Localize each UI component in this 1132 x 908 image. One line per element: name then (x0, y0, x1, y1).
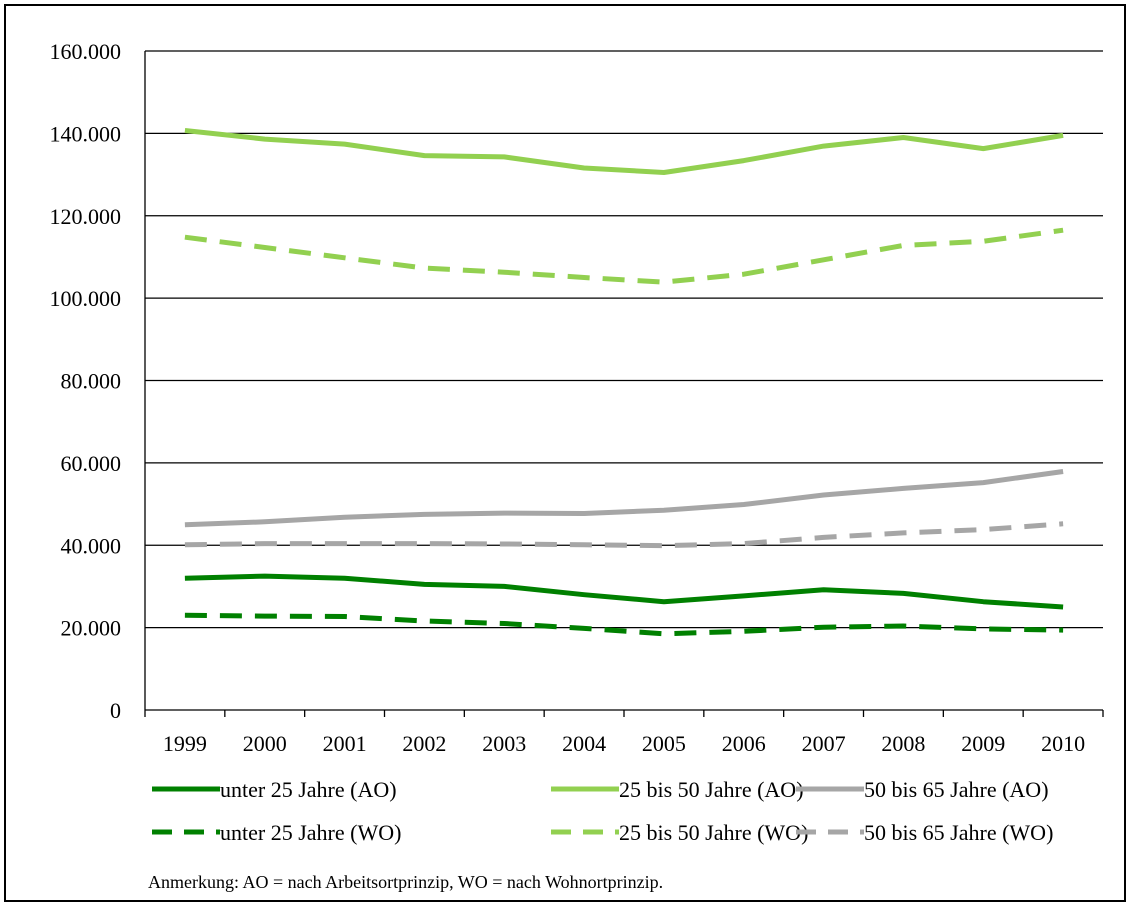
y-tick-label: 140.000 (50, 121, 122, 146)
y-tick-label: 60.000 (61, 451, 122, 476)
legend: unter 25 Jahre (AO) 25 bis 50 Jahre (AO) 5… (152, 777, 1053, 845)
x-tick-label: 2009 (961, 731, 1005, 756)
legend-label: 50 bis 65 Jahre (WO) (864, 820, 1053, 845)
y-tick-label: 120.000 (50, 204, 122, 229)
x-tick-label: 1999 (163, 731, 207, 756)
series-line (184, 469, 1064, 528)
x-tick-label: 2001 (323, 731, 367, 756)
x-tick-label: 2006 (722, 731, 766, 756)
legend-label: unter 25 Jahre (WO) (220, 820, 401, 845)
x-tick-label: 2010 (1041, 731, 1085, 756)
x-tick-label: 2008 (881, 731, 925, 756)
x-tick-label: 2004 (562, 731, 606, 756)
legend-label: 50 bis 65 Jahre (AO) (864, 777, 1049, 802)
x-tick-label: 2002 (402, 731, 446, 756)
chart-frame (4, 4, 1126, 902)
legend-label: 25 bis 50 Jahre (WO) (619, 820, 808, 845)
x-tick-label: 2005 (642, 731, 686, 756)
y-tick-label: 80.000 (61, 369, 122, 394)
y-axis-ticks: 0 20.000 40.000 60.000 80.000 100.000 120.000 1… (50, 39, 122, 723)
series-line (184, 573, 1064, 610)
legend-label: 25 bis 50 Jahre (AO) (619, 777, 804, 802)
chart-note: Anmerkung: AO = nach Arbeitsortprinzip, … (148, 872, 664, 892)
y-tick-label: 0 (110, 698, 121, 723)
y-tick-label: 40.000 (61, 533, 122, 558)
x-tick-label: 2007 (802, 731, 846, 756)
x-tick-label: 2000 (243, 731, 287, 756)
x-axis-ticks: 1999 2000 2001 2002 2003 2004 2005 2006 2007 2008… (163, 731, 1085, 756)
x-tick-label: 2003 (482, 731, 526, 756)
legend-label: unter 25 Jahre (AO) (220, 777, 397, 802)
series-line (184, 227, 1064, 285)
y-tick-label: 160.000 (50, 39, 122, 64)
series-line (184, 612, 1064, 637)
y-tick-label: 20.000 (61, 616, 122, 641)
series-line (184, 128, 1064, 175)
series-line (184, 521, 1064, 549)
y-tick-label: 100.000 (50, 286, 122, 311)
gridlines (145, 50, 1103, 629)
series-lines (184, 128, 1064, 637)
axes (144, 51, 1104, 717)
